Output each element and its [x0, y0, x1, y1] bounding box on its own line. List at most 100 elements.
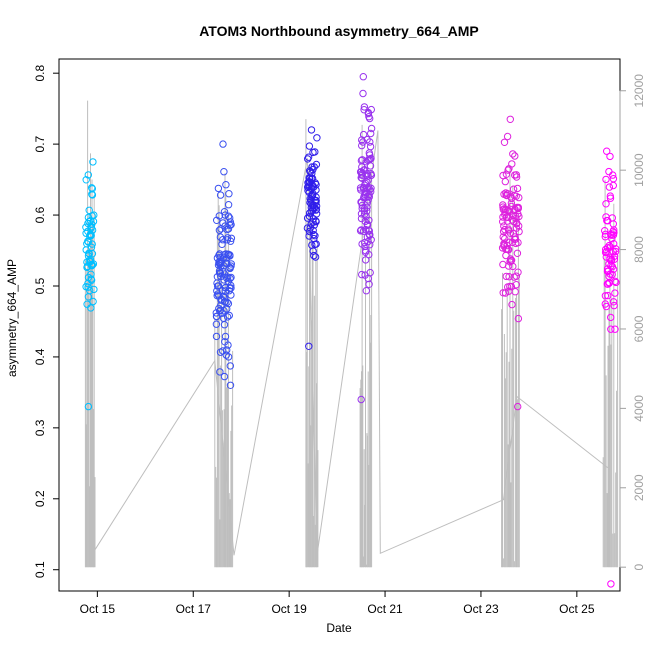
data-point	[511, 152, 519, 160]
data-point	[82, 283, 90, 291]
data-point	[367, 124, 376, 133]
x-tick-label: Oct 17	[176, 602, 212, 616]
data-point	[514, 210, 522, 218]
data-point	[222, 259, 231, 267]
y2-axis: 0 2000 4000 6000 8000 10000 12000	[619, 74, 646, 571]
data-point	[224, 341, 232, 349]
data-point	[500, 138, 509, 147]
data-point	[367, 129, 375, 138]
data-point	[213, 282, 222, 290]
data-point	[224, 201, 233, 209]
data-point	[504, 245, 512, 253]
data-point	[607, 230, 615, 239]
data-point	[507, 193, 515, 201]
data-point	[84, 171, 93, 179]
x-tick-label: Oct 15	[80, 602, 116, 616]
data-point	[84, 273, 93, 282]
data-point	[605, 183, 614, 191]
y-tick-label: 0.3	[33, 419, 47, 436]
data-point	[514, 314, 523, 323]
data-point	[606, 152, 614, 161]
data-point	[366, 114, 374, 123]
data-point	[499, 227, 508, 236]
data-point	[608, 270, 616, 279]
data-point	[608, 262, 617, 271]
data-point	[602, 175, 610, 184]
data-point	[610, 301, 618, 310]
data-point	[607, 313, 615, 322]
y2-tick-label: 2000	[632, 474, 646, 501]
data-point	[217, 262, 225, 270]
data-point	[220, 168, 228, 176]
data-point	[611, 325, 619, 333]
data-point	[220, 251, 228, 259]
data-point	[364, 226, 373, 235]
data-point	[305, 142, 314, 150]
data-point	[87, 304, 95, 312]
data-point	[226, 362, 235, 370]
data-point	[505, 273, 513, 281]
data-point	[219, 236, 227, 244]
data-point	[304, 183, 312, 192]
data-point	[87, 223, 96, 231]
data-point	[505, 208, 514, 216]
data-point	[507, 256, 516, 264]
y2-tick-label: 4000	[632, 395, 646, 422]
data-point	[303, 214, 312, 222]
scatter-points	[82, 73, 620, 588]
data-point	[513, 249, 522, 258]
data-point	[499, 289, 507, 297]
data-point	[304, 155, 312, 163]
data-point	[227, 273, 235, 282]
data-point	[224, 273, 232, 281]
data-point	[312, 186, 320, 194]
data-point	[87, 260, 96, 269]
data-point	[88, 240, 96, 248]
data-point	[216, 191, 225, 199]
data-point	[510, 192, 519, 200]
data-point	[602, 302, 610, 311]
data-point	[511, 233, 519, 241]
data-point	[605, 241, 613, 250]
y-tick-label: 0.8	[33, 65, 47, 82]
data-point	[224, 212, 233, 220]
data-point	[515, 227, 523, 236]
data-point	[216, 250, 224, 258]
data-point	[216, 233, 225, 241]
data-point	[88, 184, 96, 192]
data-point	[225, 287, 233, 295]
data-point	[89, 297, 97, 306]
y-tick-label: 0.5	[33, 277, 47, 294]
data-point	[363, 135, 371, 144]
data-point	[223, 346, 231, 354]
data-point	[305, 342, 313, 350]
data-point	[500, 190, 508, 198]
data-point	[509, 150, 517, 158]
data-point	[612, 278, 620, 287]
data-point	[213, 279, 221, 287]
data-point	[312, 210, 321, 218]
data-point	[358, 136, 366, 144]
data-point	[609, 181, 617, 190]
data-point	[309, 204, 317, 212]
data-point	[603, 147, 611, 155]
x-tick-label: Oct 19	[271, 602, 307, 616]
data-point	[361, 248, 370, 257]
data-point	[215, 251, 223, 260]
data-point	[215, 226, 224, 234]
data-point	[359, 73, 367, 81]
y-tick-label: 0.4	[33, 348, 47, 365]
data-point	[223, 313, 232, 321]
data-point	[312, 205, 321, 214]
data-point	[90, 285, 98, 294]
data-point	[498, 244, 507, 252]
data-point	[605, 278, 613, 287]
data-point	[225, 190, 233, 198]
data-point	[362, 256, 370, 264]
data-point	[514, 268, 522, 276]
data-point	[86, 232, 94, 241]
data-point	[226, 251, 234, 259]
data-point	[358, 270, 366, 279]
data-point	[505, 238, 513, 247]
data-point	[608, 235, 616, 243]
